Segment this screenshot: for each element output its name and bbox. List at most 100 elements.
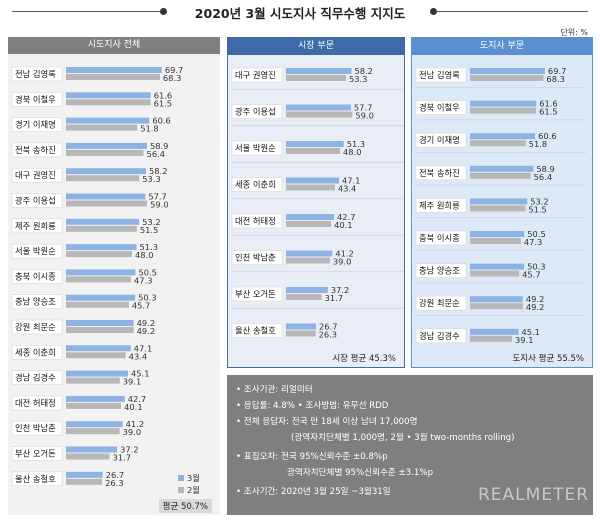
bar-feb [66, 200, 148, 207]
value-label-march: 57.7 [148, 192, 166, 202]
value-label-march: 47.1 [134, 343, 152, 353]
category-label: 전남 김영록 [419, 70, 460, 80]
bar-march [470, 165, 534, 172]
value-label-march: 50.5 [138, 267, 156, 277]
category-label: 충남 양승조 [419, 266, 460, 276]
category-label-box [415, 295, 467, 311]
value-label-feb: 45.7 [132, 301, 150, 311]
value-label-march: 45.1 [521, 327, 539, 337]
value-label-march: 26.7 [319, 322, 337, 332]
bar-feb [286, 330, 316, 337]
category-label: 경남 김경수 [15, 373, 56, 383]
survey-info-box: • 조사기관: 리얼미터 • 응답률: 4.8% • 조사방법: 유무선 RDD… [227, 375, 593, 515]
info-line-period: • 조사기간: 2020년 3월 25일 ~3월31일 [236, 487, 391, 497]
category-label-box [415, 328, 467, 344]
panel-mayor: 시장 부문 대구 권영진 58.2 53.3 광주 이용섭 57.7 59.0 서울 박원순… [227, 37, 405, 368]
category-label-box [415, 198, 467, 213]
bar-feb [66, 453, 110, 460]
value-label-feb: 31.7 [325, 293, 343, 303]
category-label: 충남 양승조 [15, 297, 56, 307]
category-label: 세종 이춘희 [235, 180, 276, 190]
panel-all-average: 평균 50.7% [158, 499, 212, 513]
value-label-feb: 49.2 [137, 326, 155, 336]
value-label-march: 69.7 [165, 65, 183, 75]
category-label-box [11, 66, 63, 82]
bar-march [470, 68, 545, 74]
bar-march [66, 117, 150, 124]
category-label-box [11, 193, 63, 208]
category-label: 부산 오거돈 [15, 449, 56, 459]
bar-march [66, 193, 146, 200]
category-label-box [11, 344, 63, 360]
category-label: 제주 원희룡 [419, 200, 460, 210]
legend-label-feb: 2월 [187, 485, 200, 495]
value-label-feb: 53.3 [349, 74, 367, 84]
category-label: 전남 김영록 [15, 69, 56, 79]
value-label-march: 58.2 [149, 166, 167, 176]
bar-march [470, 328, 519, 335]
bar-feb [66, 352, 126, 359]
value-label-feb: 68.3 [163, 73, 181, 83]
category-label: 서울 박원순 [235, 143, 276, 153]
value-label-march: 45.1 [131, 369, 149, 379]
bar-march [66, 218, 140, 225]
category-label-box [231, 323, 283, 338]
value-label-march: 49.2 [137, 318, 155, 328]
bar-feb [286, 294, 322, 300]
bar-march [66, 294, 136, 301]
bar-feb [470, 75, 544, 81]
bar-march [470, 263, 525, 270]
category-label-box [415, 100, 467, 115]
category-label: 충북 이시종 [15, 271, 56, 281]
category-label-box [415, 132, 467, 148]
bar-feb [66, 377, 120, 384]
category-label: 강원 최문순 [419, 298, 460, 308]
panel-governor-header: 도지사 부문 [412, 38, 592, 55]
category-label-box [231, 213, 283, 229]
category-label: 서울 박원순 [15, 246, 56, 256]
realmeter-logo: REALMETER [478, 485, 589, 505]
bar-march [66, 446, 118, 453]
value-label-march: 57.7 [354, 103, 372, 113]
category-label-box [231, 104, 283, 119]
value-label-feb: 40.1 [334, 220, 352, 230]
bar-feb [66, 327, 134, 333]
bar-march [66, 244, 137, 251]
category-label-box [11, 243, 63, 259]
category-label-box [11, 471, 63, 487]
bar-feb [470, 303, 523, 310]
value-label-march: 42.7 [337, 212, 355, 222]
value-label-feb: 49.2 [526, 302, 544, 312]
bar-march [66, 320, 134, 326]
bar-feb [470, 238, 521, 244]
value-label-feb: 45.7 [522, 270, 540, 280]
value-label-march: 49.2 [526, 294, 544, 304]
value-label-march: 61.6 [154, 90, 172, 100]
info-line-error: • 표집오차: 전국 95%신뢰수준 ±0.8%p [236, 452, 388, 462]
value-label-feb: 68.3 [546, 74, 564, 84]
category-label-box [11, 91, 63, 107]
category-label: 세종 이춘희 [15, 347, 56, 357]
bar-march [470, 231, 525, 237]
bar-march [470, 133, 536, 140]
value-label-feb: 48.0 [135, 250, 153, 260]
category-label: 전북 송하진 [15, 145, 56, 155]
value-label-feb: 53.3 [142, 174, 160, 184]
info-line-error-regional: 광역자치단체별 95%신뢰수준 ±3.1%p [287, 468, 434, 478]
bar-march [66, 269, 136, 276]
value-label-march: 26.7 [106, 470, 124, 480]
bar-feb [66, 124, 138, 131]
bar-march [470, 296, 523, 303]
bar-feb [286, 75, 346, 81]
bar-feb [470, 107, 537, 114]
bar-feb [470, 270, 520, 277]
chart-all: 전남 김영록 69.768.3경북 이철우 61.661.5경기 이재명 60.651… [11, 65, 200, 495]
value-label-march: 41.2 [335, 249, 353, 259]
bar-feb [286, 221, 332, 227]
value-label-march: 37.2 [331, 285, 349, 295]
bar-march [286, 68, 352, 74]
bar-feb [66, 428, 120, 435]
unit-label: 단위: % [560, 28, 588, 37]
panel-governor: 도지사 부문 전남 김영록 69.7 68.3 경북 이철우 61.6 61.5 경기 이재… [411, 37, 593, 368]
value-label-march: 53.2 [530, 196, 548, 206]
